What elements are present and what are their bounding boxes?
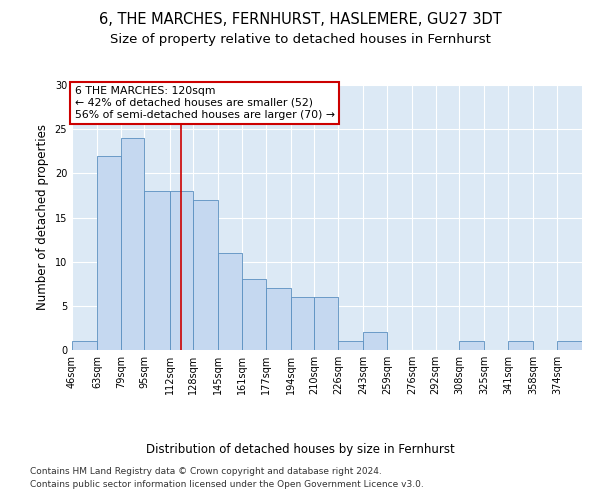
Bar <box>145 191 170 350</box>
Text: 6 THE MARCHES: 120sqm
← 42% of detached houses are smaller (52)
56% of semi-deta: 6 THE MARCHES: 120sqm ← 42% of detached … <box>74 86 335 120</box>
Bar <box>242 280 266 350</box>
Bar <box>460 341 484 350</box>
Bar <box>557 341 582 350</box>
Text: Contains public sector information licensed under the Open Government Licence v3: Contains public sector information licen… <box>30 480 424 489</box>
Y-axis label: Number of detached properties: Number of detached properties <box>36 124 49 310</box>
Text: 6, THE MARCHES, FERNHURST, HASLEMERE, GU27 3DT: 6, THE MARCHES, FERNHURST, HASLEMERE, GU… <box>98 12 502 28</box>
Bar <box>121 138 145 350</box>
Bar <box>508 341 533 350</box>
Bar <box>314 297 338 350</box>
Bar <box>266 288 291 350</box>
Bar <box>363 332 387 350</box>
Bar <box>193 200 218 350</box>
Bar <box>218 253 242 350</box>
Bar <box>291 297 314 350</box>
Bar <box>72 341 97 350</box>
Text: Distribution of detached houses by size in Fernhurst: Distribution of detached houses by size … <box>146 442 454 456</box>
Bar <box>170 191 193 350</box>
Bar <box>338 341 363 350</box>
Text: Size of property relative to detached houses in Fernhurst: Size of property relative to detached ho… <box>110 32 490 46</box>
Bar <box>97 156 121 350</box>
Text: Contains HM Land Registry data © Crown copyright and database right 2024.: Contains HM Land Registry data © Crown c… <box>30 468 382 476</box>
